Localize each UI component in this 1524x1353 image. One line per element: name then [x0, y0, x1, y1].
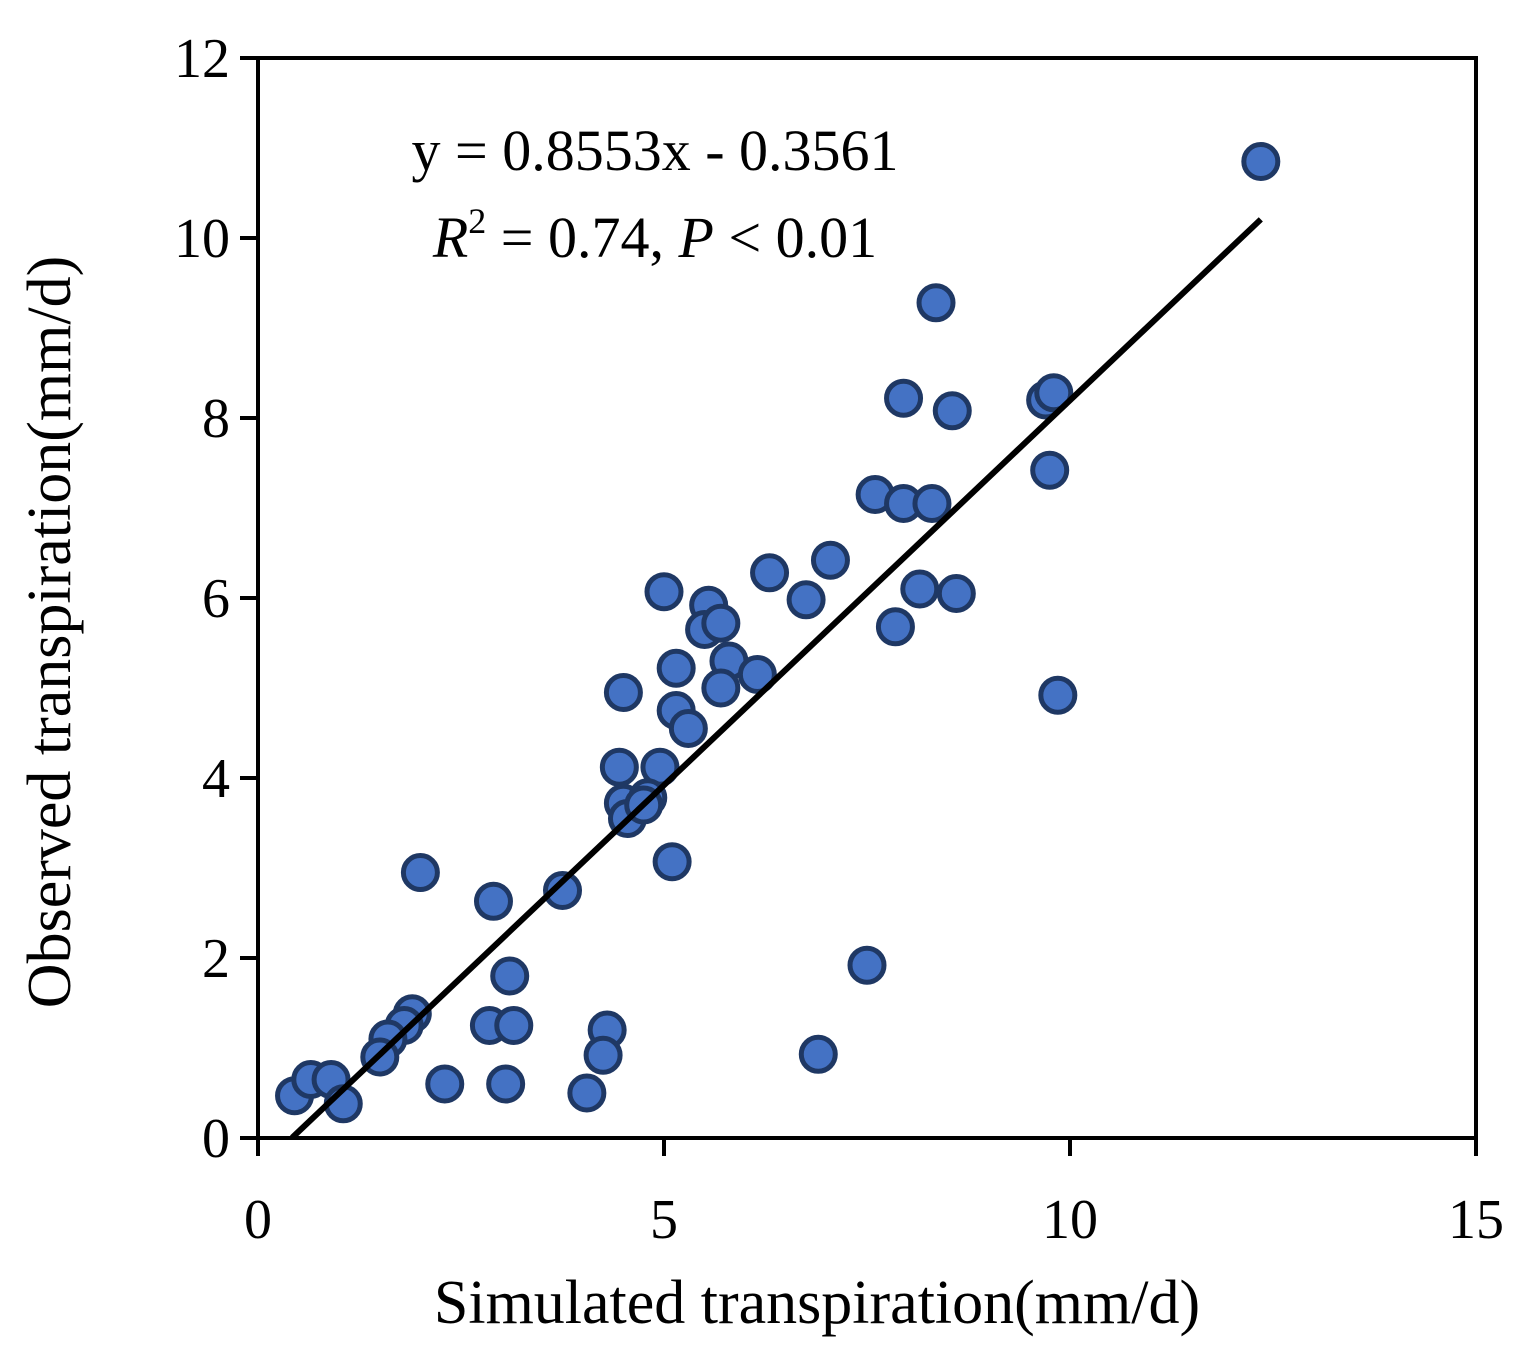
x-tick-label: 0 [244, 1189, 272, 1251]
x-tick-label: 5 [650, 1189, 678, 1251]
x-tick-label: 15 [1448, 1189, 1504, 1251]
data-points [275, 142, 1281, 1124]
data-point [900, 569, 940, 609]
r2-value: = 0.74, [486, 205, 678, 270]
data-point [494, 1006, 534, 1045]
data-point [490, 956, 530, 996]
x-axis-ticks: 0 5 10 15 [244, 1138, 1504, 1251]
y-tick-label: 12 [174, 28, 230, 90]
y-axis-title: Observed transpiration(mm/d) [16, 256, 84, 1008]
data-point [583, 1035, 623, 1075]
data-point [644, 572, 684, 612]
data-point [603, 673, 643, 712]
data-point [884, 378, 924, 418]
data-point [912, 484, 952, 523]
data-point [936, 574, 976, 613]
r2-superscript: 2 [468, 201, 486, 241]
data-point [473, 881, 513, 921]
data-point [668, 709, 708, 748]
data-point [1241, 142, 1281, 181]
data-point [1034, 373, 1074, 413]
y-tick-label: 6 [202, 568, 230, 630]
data-point [656, 648, 696, 688]
p-symbol: P [678, 205, 714, 270]
data-point [652, 842, 692, 882]
data-point [786, 580, 826, 620]
data-point [1030, 450, 1070, 490]
y-axis-ticks: 0 2 4 6 8 10 12 [174, 28, 258, 1170]
data-point [798, 1034, 838, 1074]
data-point [701, 668, 741, 708]
x-tick-label: 10 [1042, 1189, 1098, 1251]
trendline [290, 217, 1263, 1140]
data-point [810, 540, 850, 580]
data-point [400, 853, 440, 892]
data-point [599, 747, 639, 787]
p-value: < 0.01 [714, 205, 877, 270]
data-point [750, 553, 790, 593]
data-point [567, 1073, 607, 1113]
y-tick-label: 0 [202, 1108, 230, 1170]
data-point [847, 945, 887, 985]
equation-label: y = 0.8553x - 0.3561 [411, 118, 898, 183]
x-axis-title: Simulated transpiration(mm/d) [434, 1269, 1200, 1337]
r-squared-label: R2 = 0.74, P < 0.01 [432, 201, 877, 270]
y-tick-label: 8 [202, 388, 230, 450]
data-point [701, 603, 741, 643]
data-point [425, 1064, 465, 1104]
data-point [932, 391, 972, 431]
data-point [737, 655, 777, 694]
data-point [875, 607, 915, 647]
y-tick-label: 10 [174, 208, 230, 270]
y-tick-label: 2 [202, 928, 230, 990]
data-point [486, 1064, 526, 1104]
y-tick-label: 4 [202, 748, 230, 810]
data-point [543, 871, 582, 910]
data-point [1038, 675, 1078, 715]
r2-symbol: R [432, 205, 468, 270]
data-point [916, 283, 956, 323]
